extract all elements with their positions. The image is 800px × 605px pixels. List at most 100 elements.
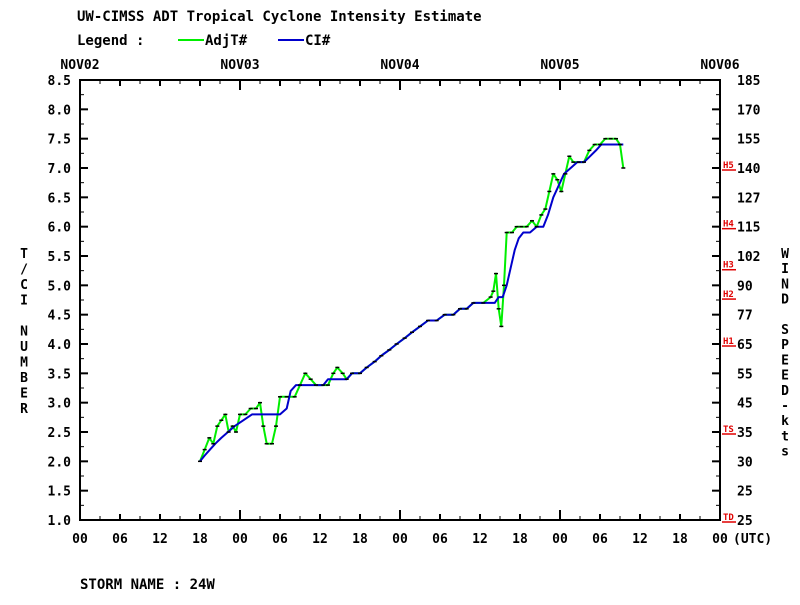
y-tick-label-right: 30 — [737, 455, 753, 470]
y-tick-label-right: 25 — [737, 485, 753, 500]
y-tick-label-right: 140 — [737, 162, 761, 177]
category-marker-label: H3 — [723, 261, 734, 271]
y-tick-label-left: 3.5 — [48, 367, 71, 382]
category-marker-label: H5 — [723, 161, 734, 171]
x-tick-label: 12 — [312, 532, 328, 547]
legend-entry-adjt: AdjT# — [205, 33, 248, 49]
x-tick-label: 00 — [392, 532, 408, 547]
x-tick-label: 00 — [232, 532, 248, 547]
y-tick-label-left: 6.5 — [48, 191, 71, 206]
x-unit-label: (UTC) — [733, 532, 772, 547]
y-tick-label-right: 25 — [737, 514, 753, 529]
y-axis-label-left-char: / — [20, 263, 28, 278]
y-axis-label-left-char: N — [20, 325, 28, 340]
x-tick-label: 12 — [472, 532, 488, 547]
y-axis-label-right-char: k — [781, 414, 789, 429]
x-tick-label: 06 — [272, 532, 288, 547]
y-tick-label-right: 170 — [737, 103, 761, 118]
y-tick-label-right: 127 — [737, 191, 760, 206]
y-tick-label-left: 2.5 — [48, 426, 71, 441]
y-tick-label-left: 7.5 — [48, 133, 71, 148]
x-tick-label: 18 — [512, 532, 528, 547]
date-label: NOV03 — [220, 58, 259, 73]
y-tick-label-left: 8.5 — [48, 74, 71, 89]
x-tick-label: 06 — [592, 532, 608, 547]
category-marker-label: TD — [723, 513, 734, 523]
x-tick-label: 18 — [192, 532, 208, 547]
category-markers: TD TS H1 H2 H3 H4 H5 — [722, 161, 736, 523]
x-tick-label: 12 — [632, 532, 648, 547]
category-marker-label: TS — [723, 425, 734, 435]
date-label: NOV04 — [380, 58, 419, 73]
y-axis-label-right-char: t — [781, 429, 789, 444]
y-tick-label-right: 65 — [737, 338, 753, 353]
category-marker-label: H2 — [723, 290, 734, 300]
y-axis-label-right-char: s — [781, 445, 789, 460]
y-tick-label-left: 5.5 — [48, 250, 71, 265]
y-axis-label-right-char: E — [781, 369, 789, 384]
storm-name: STORM NAME : 24W — [80, 577, 215, 593]
y-axis-label-right-char: E — [781, 353, 789, 368]
y-tick-label-right: 90 — [737, 279, 753, 294]
x-tick-label: 18 — [672, 532, 688, 547]
category-marker-label: H4 — [723, 220, 734, 230]
hour-tick-labels: 00 06 12 18 00 06 12 18 00 06 12 18 00 06 12 18 00 — [72, 80, 728, 547]
y-tick-label-right: 102 — [737, 250, 760, 265]
legend: Legend : AdjT# CI# — [77, 33, 331, 49]
y-tick-label-right: 35 — [737, 426, 753, 441]
y-tick-label-left: 3.0 — [48, 397, 72, 412]
series-layer — [198, 137, 626, 463]
y-axis-label-left-char: E — [20, 387, 28, 402]
y-axis-label-left-char: C — [20, 278, 28, 293]
y-tick-label-left: 8.0 — [48, 103, 72, 118]
x-tick-label: 18 — [352, 532, 368, 547]
y-axis-label-left-char: T — [20, 247, 28, 262]
y-tick-label-left: 4.0 — [48, 338, 72, 353]
y-axis-label-right-char: W — [781, 247, 789, 262]
y-tick-label-left: 6.0 — [48, 221, 72, 236]
legend-entry-ci: CI# — [305, 33, 331, 49]
y-axis-label-left-char: I — [20, 294, 28, 309]
date-labels: NOV02 NOV03 NOV04 NOV05 NOV06 — [60, 58, 739, 73]
y-tick-label-left: 5.0 — [48, 279, 72, 294]
y-axis-label-right-char: N — [781, 277, 789, 292]
y-tick-label-right: 155 — [737, 133, 760, 148]
legend-label: Legend : — [77, 33, 144, 49]
y-axis-label-left-char: B — [20, 371, 28, 386]
plot-frame — [79, 79, 721, 521]
y-tick-label-right: 55 — [737, 367, 753, 382]
chart-title: UW-CIMSS ADT Tropical Cyclone Intensity … — [77, 9, 482, 25]
y-axis-label-left-char: M — [20, 356, 28, 371]
x-tick-label: 00 — [72, 532, 88, 547]
date-label: NOV06 — [700, 58, 739, 73]
y-axis-label-left-char: R — [20, 402, 28, 417]
y-tick-label-left: 1.5 — [48, 485, 71, 500]
right-y-ticks: 25 25 30 35 45 55 65 77 90 102 115 127 140 155 170 185 — [712, 74, 761, 529]
x-tick-label: 00 — [552, 532, 568, 547]
y-axis-label-right-char: D — [781, 293, 789, 308]
y-tick-label-left: 4.5 — [48, 309, 71, 324]
left-y-ticks: 1.0 1.5 2.0 2.5 3.0 3.5 4.0 4.5 5.0 5.5 6.0 6.5 7.0 7… — [48, 74, 720, 529]
y-tick-label-left: 2.0 — [48, 455, 72, 470]
y-tick-label-right: 115 — [737, 221, 760, 236]
y-axis-label-right-char: I — [781, 262, 789, 277]
y-axis-label-left-char: U — [20, 340, 28, 355]
y-axis-label-right-char: D — [781, 384, 789, 399]
x-tick-label: 06 — [432, 532, 448, 547]
y-tick-label-right: 77 — [737, 309, 753, 324]
y-tick-label-left: 1.0 — [48, 514, 72, 529]
date-label: NOV02 — [60, 58, 99, 73]
y-tick-label-right: 45 — [737, 397, 753, 412]
y-axis-label-right-char: - — [781, 399, 789, 414]
y-tick-label-left: 7.0 — [48, 162, 72, 177]
series-line-adjt — [199, 137, 625, 462]
x-tick-label: 12 — [152, 532, 168, 547]
y-axis-label-right-char: P — [781, 338, 789, 353]
category-marker-label: H1 — [723, 337, 734, 347]
y-axis-label-right-char: S — [781, 323, 789, 338]
date-label: NOV05 — [540, 58, 579, 73]
